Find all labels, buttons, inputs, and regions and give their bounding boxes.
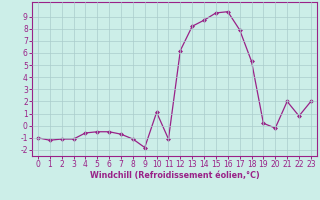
X-axis label: Windchill (Refroidissement éolien,°C): Windchill (Refroidissement éolien,°C) — [90, 171, 259, 180]
